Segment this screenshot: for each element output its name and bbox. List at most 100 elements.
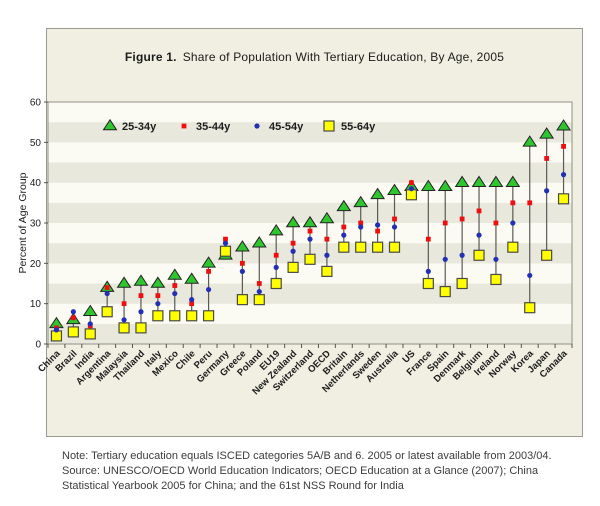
country-column [387,183,402,253]
marker-35-44y [392,216,397,222]
country-column [505,175,521,253]
marker-55-64y [473,249,485,261]
marker-45-54y [70,309,76,315]
marker-55-64y [388,241,401,253]
country-column [49,316,64,342]
legend-item: 55-64y [323,120,376,133]
legend-marker-45-54y [254,123,260,129]
marker-35-44y [256,281,262,286]
marker-45-54y [121,317,127,323]
legend-item: 35-44y [181,121,231,133]
marker-25-34y [336,199,352,212]
marker-55-64y [84,328,96,340]
marker-35-44y [290,240,296,246]
country-column [150,276,166,322]
country-column [336,199,352,253]
marker-55-64y [541,249,553,261]
legend-marker-55-64y [323,120,335,132]
marker-45-54y [239,268,245,274]
marker-35-44y [544,156,550,161]
marker-35-44y [358,220,364,226]
marker-25-34y [133,274,149,286]
footnote-line: Statistical Yearbook 2005 for China; and… [62,480,404,492]
marker-45-54y [104,290,110,297]
marker-55-64y [169,310,181,322]
marker-45-54y [493,256,499,262]
marker-45-54y [510,220,516,226]
country-column [201,256,217,322]
marker-25-34y [201,256,217,268]
legend-marker-35-44y [181,123,187,129]
marker-25-34y [268,223,284,236]
marker-45-54y [307,236,313,242]
marker-55-64y [67,326,79,338]
y-axis-title: Percent of Age Group [17,172,29,273]
marker-55-64y [186,310,198,322]
marker-55-64y [321,265,333,277]
marker-45-54y [155,301,161,307]
marker-55-64y [338,241,350,253]
marker-25-34y [505,175,521,187]
marker-35-44y [155,293,161,298]
marker-45-54y [290,248,296,254]
figure-title: Figure 1. Share of Population With Tertia… [46,50,583,64]
marker-55-64y [456,277,468,290]
grid-band [48,142,572,163]
marker-45-54y [172,290,178,297]
marker-25-34y [234,240,250,252]
y-tick-label: 50 [30,138,42,149]
marker-55-64y [118,322,130,334]
country-column [454,175,470,290]
grid-band [48,303,572,324]
legend-item: 25-34y [102,118,157,133]
marker-25-34y [285,215,301,228]
marker-45-54y [222,240,229,246]
country-column [82,304,98,340]
marker-45-54y [544,188,550,194]
marker-25-34y [370,187,386,200]
marker-35-44y [493,220,499,226]
marker-55-64y [219,245,232,257]
country-column [370,187,386,253]
marker-25-34y [319,211,335,224]
marker-35-44y [239,260,245,266]
marker-55-64y [236,294,248,306]
marker-25-34y [556,119,571,131]
country-column [319,211,335,277]
marker-25-34y [488,175,504,187]
marker-55-64y [202,310,215,322]
x-axis: ChinaBrazilIndiaArgentinaMalaysiaThailan… [36,344,573,397]
marker-55-64y [152,310,164,322]
marker-45-54y [459,252,465,258]
legend-label: 55-64y [341,121,376,133]
marker-35-44y [425,236,431,242]
marker-35-44y [273,252,279,258]
country-column [471,175,487,261]
grid-band [48,102,572,123]
country-column [167,268,183,322]
marker-45-54y [476,232,482,238]
marker-35-44y [70,315,76,321]
country-column [99,280,115,318]
y-axis: 0 10 20 30 40 50 60 Percent of Age Group [17,98,48,351]
y-tick-label: 30 [30,219,42,230]
marker-25-34y [387,183,402,196]
marker-55-64y [253,294,265,306]
country-column [353,195,369,253]
marker-45-54y [375,222,381,228]
country-column [184,272,200,322]
marker-45-54y [425,268,431,274]
footnote: Note: Tertiary education equals ISCED ca… [62,449,567,494]
marker-35-44y [442,220,448,226]
marker-25-34y [167,268,183,280]
marker-35-44y [324,236,330,242]
legend-label: 35-44y [196,121,231,133]
marker-45-54y [138,309,144,315]
marker-25-34y [420,179,436,191]
marker-55-64y [270,277,282,290]
marker-35-44y [121,301,127,307]
y-tick-label: 20 [30,259,42,270]
marker-35-44y [172,283,178,288]
country-column [65,309,81,338]
